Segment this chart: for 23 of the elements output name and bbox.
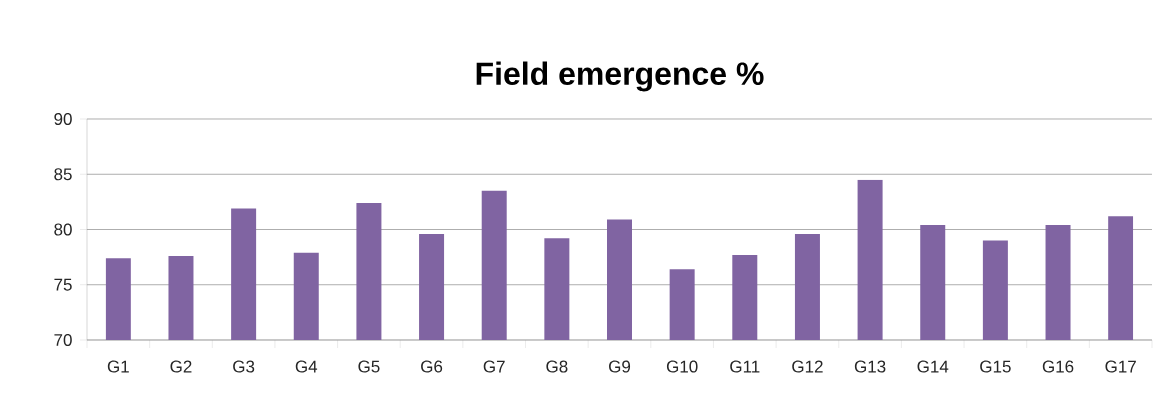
- chart-title: Field emergence %: [476, 61, 764, 92]
- x-tick-label: G13: [854, 360, 886, 373]
- x-tick-label: G10: [666, 360, 698, 373]
- x-tick-label: G16: [1042, 360, 1074, 373]
- x-tick-label: G7: [483, 360, 505, 373]
- x-tick-label: G12: [792, 360, 823, 373]
- x-tick-label: G4: [295, 360, 318, 373]
- x-tick-label: G5: [358, 360, 380, 373]
- x-tick-label: G9: [609, 360, 631, 373]
- x-tick-label: G6: [421, 360, 443, 373]
- y-tick-label: 90: [54, 112, 72, 126]
- x-tick-label: G2: [170, 360, 192, 373]
- x-tick-label: G17: [1105, 360, 1136, 373]
- x-tick-label: G8: [546, 360, 568, 373]
- x-tick-label: G15: [980, 360, 1011, 373]
- y-tick-label: 80: [54, 223, 72, 236]
- y-tick-label: 85: [54, 168, 72, 181]
- y-tick-label: 75: [54, 278, 72, 291]
- x-tick-label: G14: [917, 360, 949, 373]
- x-tick-label: G11: [730, 360, 760, 373]
- y-tick-label: 70: [54, 333, 72, 347]
- x-tick-label: G3: [233, 360, 255, 373]
- x-tick-label: G1: [107, 360, 129, 373]
